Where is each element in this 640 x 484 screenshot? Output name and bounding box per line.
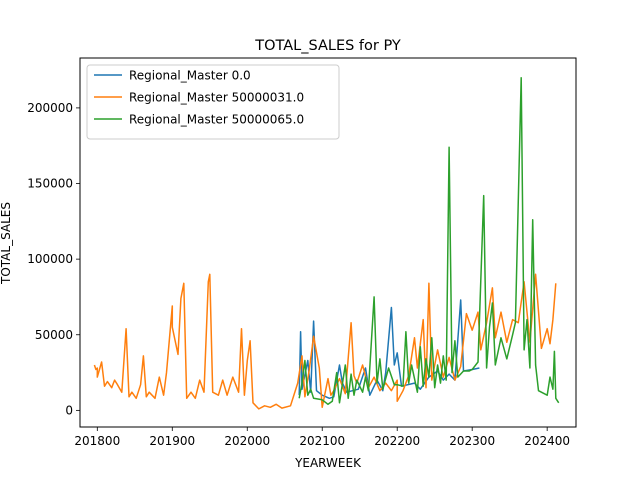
legend-label: Regional_Master 50000031.0 bbox=[129, 91, 304, 105]
y-axis-label: TOTAL_SALES bbox=[0, 202, 13, 285]
y-tick-label: 100000 bbox=[27, 252, 73, 266]
chart-title: TOTAL_SALES for PY bbox=[254, 38, 401, 54]
series-line-3 bbox=[298, 76, 560, 406]
y-tick-label: 150000 bbox=[27, 177, 73, 191]
legend-label: Regional_Master 0.0 bbox=[129, 69, 251, 83]
x-tick-label: 202100 bbox=[299, 434, 345, 448]
y-tick-label: 50000 bbox=[35, 328, 73, 342]
x-axis-label: YEARWEEK bbox=[294, 456, 362, 470]
y-tick-label: 0 bbox=[65, 403, 73, 417]
x-tick-label: 202200 bbox=[374, 434, 420, 448]
legend-label: Regional_Master 50000065.0 bbox=[129, 113, 304, 127]
x-tick-label: 202000 bbox=[224, 434, 270, 448]
x-tick-label: 201800 bbox=[74, 434, 120, 448]
legend-box bbox=[86, 64, 340, 140]
y-axis: 0 50000 100000 150000 200000 bbox=[27, 101, 80, 417]
x-axis: 201800 201900 202000 202100 202200 202300 2024… bbox=[74, 427, 570, 448]
series-line-2 bbox=[93, 273, 557, 410]
y-tick-label: 200000 bbox=[27, 101, 73, 115]
axes-frame bbox=[79, 57, 577, 428]
plot-area bbox=[93, 76, 560, 410]
x-tick-label: 201900 bbox=[149, 434, 195, 448]
x-tick-label: 202300 bbox=[449, 434, 495, 448]
chart-legend: Regional_Master 0.0 Regional_Master 50000… bbox=[86, 64, 340, 140]
x-tick-label: 202400 bbox=[524, 434, 570, 448]
